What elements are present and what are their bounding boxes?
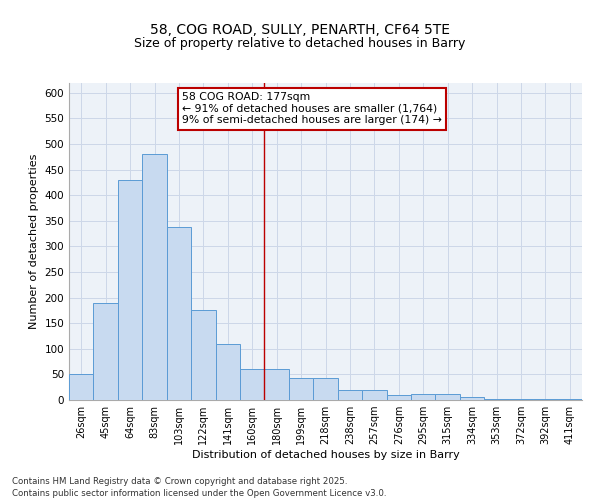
X-axis label: Distribution of detached houses by size in Barry: Distribution of detached houses by size …	[191, 450, 460, 460]
Bar	[94, 302, 118, 400]
Bar	[460, 398, 484, 400]
Bar	[386, 396, 411, 400]
Text: Contains HM Land Registry data © Crown copyright and database right 2025.
Contai: Contains HM Land Registry data © Crown c…	[12, 476, 386, 498]
Bar	[362, 390, 386, 400]
Text: Size of property relative to detached houses in Barry: Size of property relative to detached ho…	[134, 38, 466, 51]
Bar	[215, 344, 240, 400]
Bar	[411, 394, 436, 400]
Text: 58, COG ROAD, SULLY, PENARTH, CF64 5TE: 58, COG ROAD, SULLY, PENARTH, CF64 5TE	[150, 22, 450, 36]
Bar	[118, 180, 142, 400]
Text: 58 COG ROAD: 177sqm
← 91% of detached houses are smaller (1,764)
9% of semi-deta: 58 COG ROAD: 177sqm ← 91% of detached ho…	[182, 92, 442, 125]
Bar	[167, 227, 191, 400]
Bar	[240, 370, 265, 400]
Bar	[313, 378, 338, 400]
Bar	[289, 378, 313, 400]
Bar	[533, 399, 557, 400]
Bar	[338, 390, 362, 400]
Bar	[142, 154, 167, 400]
Bar	[69, 374, 94, 400]
Bar	[191, 310, 215, 400]
Y-axis label: Number of detached properties: Number of detached properties	[29, 154, 39, 329]
Bar	[436, 394, 460, 400]
Bar	[265, 370, 289, 400]
